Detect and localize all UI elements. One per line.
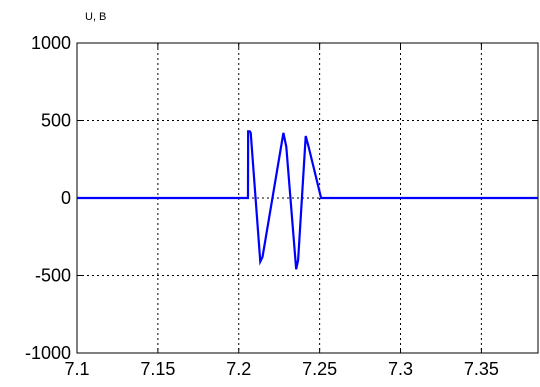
series-layer xyxy=(77,130,538,270)
x-tick-label: 7.1 xyxy=(64,359,89,379)
y-tick-labels: 1000 500 0 -500 -1000 xyxy=(25,33,71,363)
x-tick-labels: 7.1 7.15 7.2 7.25 7.3 7.35 xyxy=(64,359,498,379)
y-tick-label: 0 xyxy=(61,188,71,208)
x-tick-label: 7.2 xyxy=(226,359,251,379)
y-tick-label: 1000 xyxy=(31,33,71,53)
y-axis-label: U, B xyxy=(85,11,106,23)
y-tick-label: -1000 xyxy=(25,343,71,363)
y-tick-label: -500 xyxy=(35,266,71,286)
x-tick-label: 7.25 xyxy=(302,359,337,379)
y-tick-label: 500 xyxy=(41,111,71,131)
x-tick-label: 7.35 xyxy=(464,359,499,379)
x-tick-label: 7.3 xyxy=(388,359,413,379)
x-tick-label: 7.15 xyxy=(140,359,175,379)
series-line-0 xyxy=(77,130,538,270)
